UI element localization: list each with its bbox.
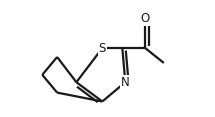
Text: S: S [99,42,106,55]
Text: O: O [141,12,150,25]
Text: N: N [121,76,130,89]
